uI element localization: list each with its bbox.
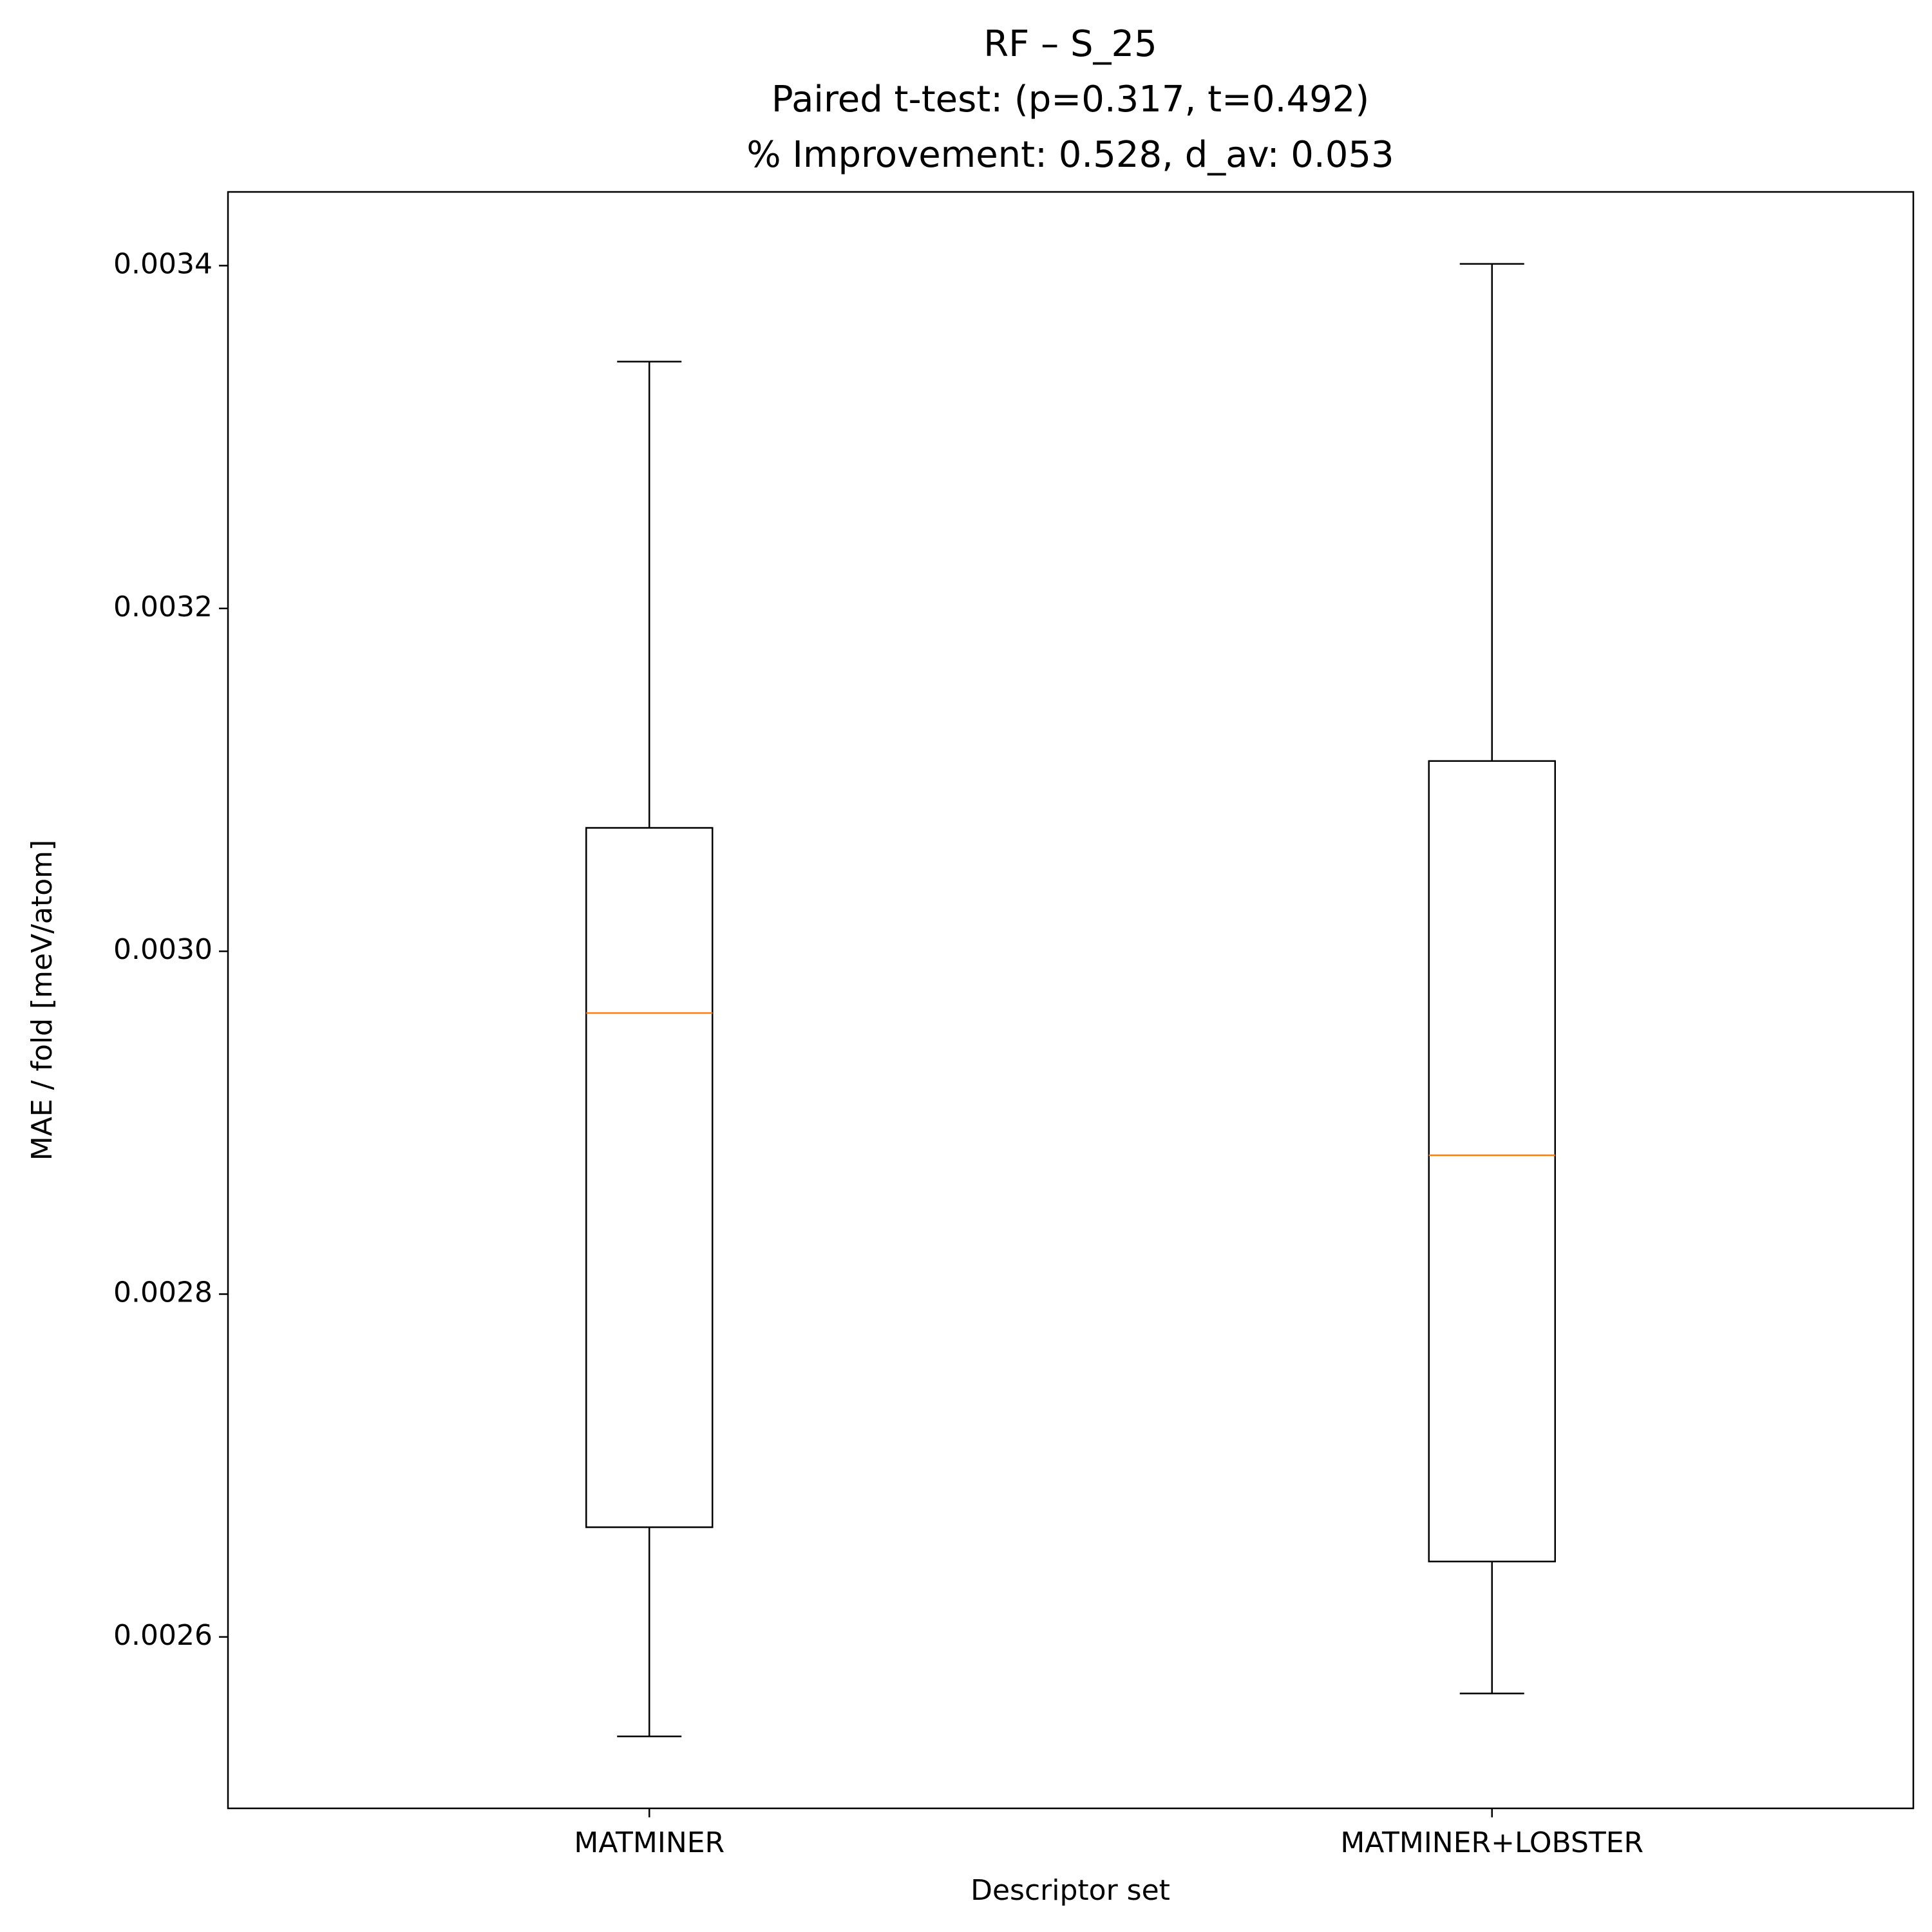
x-tick-label: MATMINER+LOBSTER — [1340, 1826, 1643, 1859]
chart-subtitle: Paired t-test: (p=0.317, t=0.492) — [772, 79, 1369, 120]
y-tick-label: 0.0034 — [113, 247, 213, 280]
plot-frame — [227, 191, 1915, 1810]
y-tick-label: 0.0026 — [113, 1619, 213, 1652]
y-tick-label: 0.0032 — [113, 591, 213, 623]
box — [585, 827, 714, 1528]
chart-subtitle: % Improvement: 0.528, d_av: 0.053 — [746, 134, 1394, 176]
y-tick-label: 0.0030 — [113, 933, 213, 966]
y-tick-label: 0.0028 — [113, 1276, 213, 1309]
x-axis-label: Descriptor set — [971, 1874, 1170, 1907]
x-tick-label: MATMINER — [574, 1826, 724, 1859]
box — [1428, 760, 1556, 1562]
y-axis-label: MAE / fold [meV/atom] — [26, 840, 59, 1160]
chart-title: RF – S_25 — [983, 23, 1157, 65]
